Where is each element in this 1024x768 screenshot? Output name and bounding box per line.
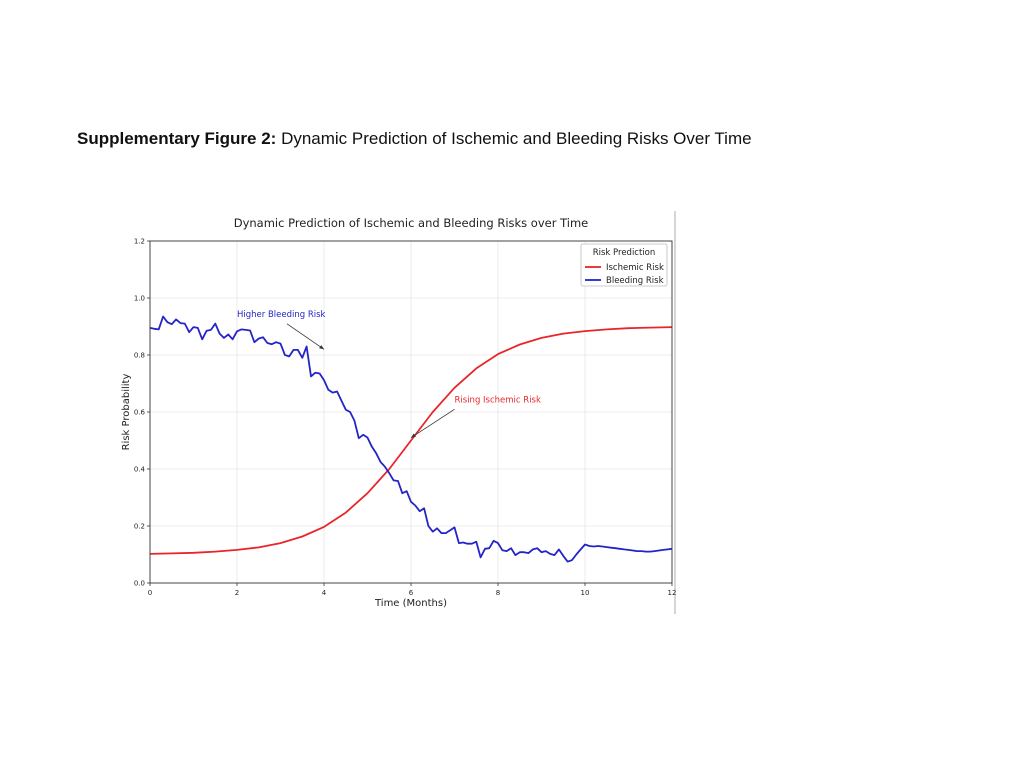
- series-line-ischemic-risk: [149, 326, 673, 555]
- y-tick-label: 0.6: [134, 409, 146, 417]
- legend-label: Ischemic Risk: [606, 263, 664, 273]
- annotation-arrow-head: [319, 345, 324, 350]
- y-tick-label: 0.0: [134, 580, 145, 588]
- y-tick-label: 1.0: [134, 295, 145, 303]
- chart-title: Dynamic Prediction of Ischemic and Bleed…: [234, 216, 589, 230]
- x-tick-label: 8: [496, 589, 500, 597]
- x-tick-label: 6: [409, 589, 414, 597]
- caption-label: Supplementary Figure 2:: [77, 129, 277, 148]
- y-tick-label: 0.2: [134, 523, 145, 531]
- x-tick-label: 0: [148, 589, 152, 597]
- x-axis-label: Time (Months): [374, 598, 447, 609]
- legend-title: Risk Prediction: [593, 248, 656, 258]
- legend-label: Bleeding Risk: [606, 276, 664, 286]
- annotation-text: Rising Ischemic Risk: [455, 395, 541, 405]
- annotation-text: Higher Bleeding Risk: [237, 310, 326, 320]
- x-tick-label: 12: [668, 589, 677, 597]
- annotation-arrow-head: [411, 433, 416, 438]
- caption-text: Dynamic Prediction of Ischemic and Bleed…: [281, 129, 752, 148]
- y-tick-label: 0.8: [134, 352, 145, 360]
- y-tick-label: 1.2: [134, 238, 145, 246]
- y-axis-label: Risk Probability: [121, 374, 132, 451]
- annotation-arrow-line: [410, 408, 455, 438]
- x-tick-label: 2: [235, 589, 239, 597]
- figure-caption: Supplementary Figure 2: Dynamic Predicti…: [77, 129, 752, 149]
- x-tick-label: 4: [322, 589, 327, 597]
- y-tick-label: 0.4: [134, 466, 146, 474]
- legend-box: [580, 243, 668, 287]
- series-line-bleeding-risk: [149, 315, 673, 563]
- annotation-arrow-line: [286, 323, 325, 350]
- x-tick-label: 10: [581, 589, 590, 597]
